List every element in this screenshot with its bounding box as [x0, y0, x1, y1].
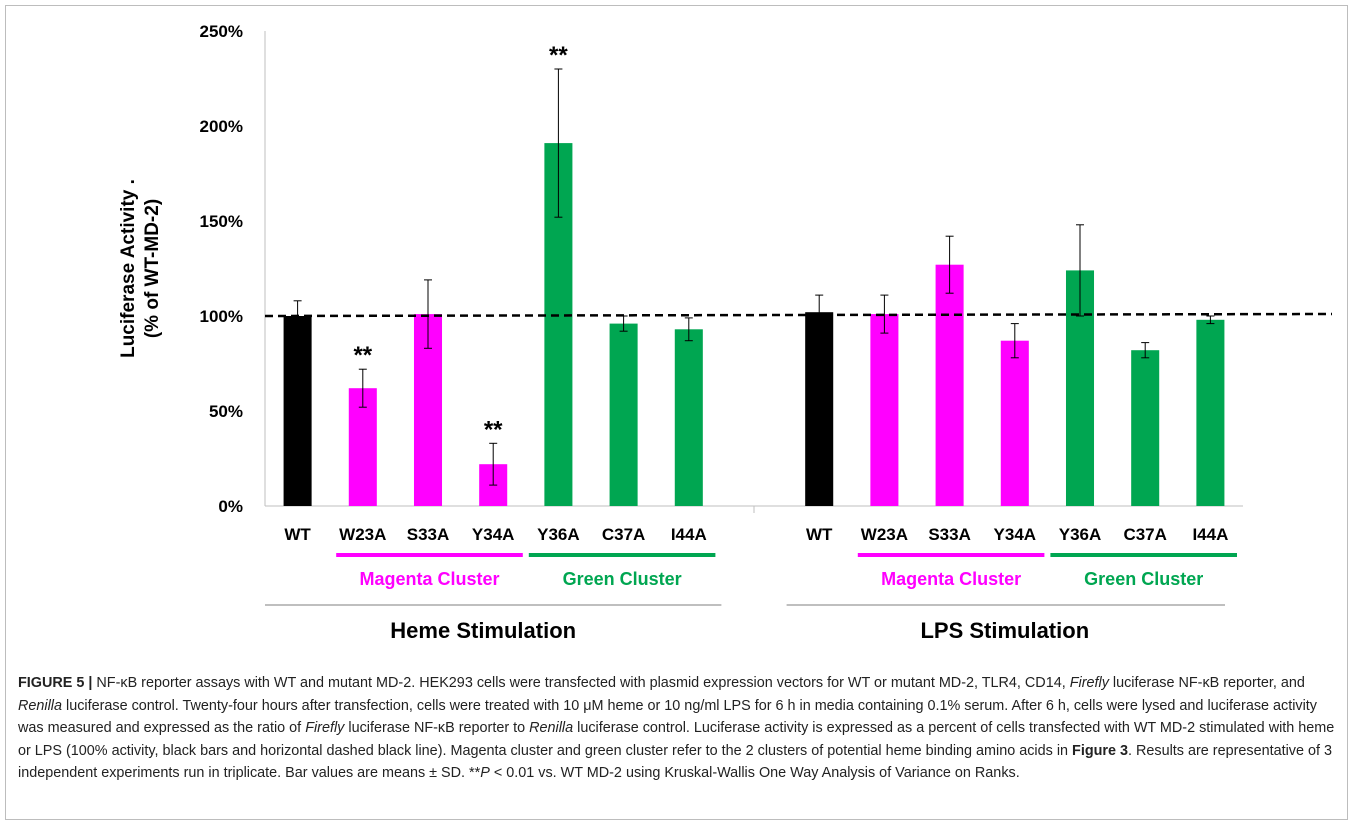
- x-tick-label: WT: [806, 525, 833, 544]
- caption-figure-ref: Figure 3: [1072, 742, 1129, 759]
- caption-text-3: luciferase control. Twenty-four hours af…: [18, 697, 1318, 737]
- magenta-cluster-label: Magenta Cluster: [881, 569, 1021, 589]
- caption-text-6: . Results are representative of 3 indepe…: [18, 742, 1332, 782]
- magenta-cluster-label: Magenta Cluster: [359, 569, 499, 589]
- y-tick-label: 250%: [200, 22, 243, 41]
- y-tick-label: 200%: [200, 117, 243, 136]
- bar: [1131, 350, 1160, 506]
- x-tick-label: WT: [284, 525, 311, 544]
- y-axis-title-line1: Luciferase Activity .: [118, 179, 139, 358]
- significance-marker: **: [549, 42, 568, 69]
- y-tick-label: 150%: [200, 212, 243, 231]
- bar: [1000, 340, 1029, 506]
- caption-text-7: < 0.01 vs. WT MD-2 using Kruskal-Wallis …: [489, 765, 1020, 781]
- reference-line-dashed: [264, 312, 1333, 318]
- x-tick-label: W23A: [339, 525, 386, 544]
- group-label: LPS Stimulation: [920, 618, 1089, 643]
- x-tick-label: I44A: [1192, 525, 1228, 544]
- x-tick-label: I44A: [671, 525, 707, 544]
- x-tick-label: Y36A: [1059, 525, 1102, 544]
- x-tick-label: S33A: [407, 525, 450, 544]
- x-tick-label: Y34A: [994, 525, 1037, 544]
- significance-marker: **: [484, 416, 503, 443]
- caption-p-symbol: P: [480, 765, 490, 781]
- caption-firefly-2: Firefly: [305, 720, 345, 736]
- caption-renilla-1: Renilla: [18, 697, 62, 714]
- x-tick-label: C37A: [602, 525, 645, 544]
- caption-text-2: luciferase NF-κB reporter, and: [1108, 675, 1305, 691]
- caption-text-4: luciferase NF-κB reporter to: [344, 720, 530, 736]
- bar-chart: 0% 50% 100% 150% 200% 250% Luciferase Activity…: [118, 22, 1333, 643]
- bar: [805, 312, 834, 506]
- green-cluster-label: Green Cluster: [1084, 569, 1203, 589]
- bar: [1196, 319, 1225, 506]
- y-tick-label: 100%: [200, 307, 243, 326]
- x-tick-label: W23A: [861, 525, 908, 544]
- x-tick-label: Y34A: [472, 525, 515, 544]
- y-axis-title-line2: (% of WT-MD-2): [142, 199, 163, 338]
- bar: [870, 314, 899, 506]
- caption-firefly-1: Firefly: [1069, 675, 1109, 691]
- significance-marker: **: [353, 342, 372, 369]
- bar: [935, 264, 964, 506]
- caption-text-5: luciferase control. Luciferase activity …: [18, 720, 1335, 759]
- x-tick-label: C37A: [1123, 525, 1166, 544]
- caption-text-1: NF-κB reporter assays with WT and mutant…: [92, 675, 1070, 691]
- y-tick-label: 0%: [218, 497, 243, 516]
- x-tick-label: S33A: [928, 525, 971, 544]
- x-tick-label: Y36A: [537, 525, 580, 544]
- green-cluster-label: Green Cluster: [563, 569, 682, 589]
- bar: [348, 388, 377, 506]
- bar: [609, 323, 638, 506]
- figure-caption: FIGURE 5 | NF-κB reporter assays with WT…: [18, 672, 1338, 785]
- bar: [674, 329, 703, 506]
- caption-renilla-2: Renilla: [529, 720, 574, 736]
- caption-label: FIGURE 5 |: [18, 675, 93, 691]
- group-label: Heme Stimulation: [390, 618, 576, 643]
- y-tick-label: 50%: [209, 402, 243, 421]
- bar: [283, 316, 312, 506]
